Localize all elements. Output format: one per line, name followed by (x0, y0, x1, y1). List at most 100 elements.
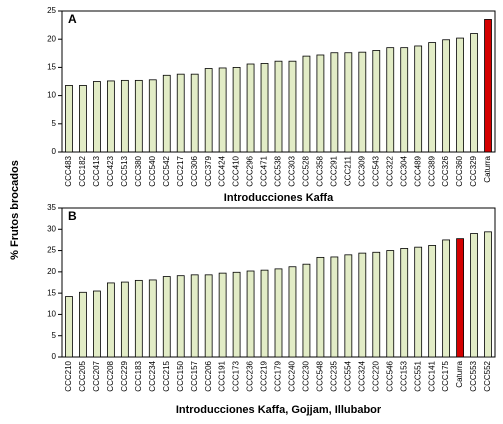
bar (442, 39, 451, 153)
x-tick-label: CCC206 (204, 360, 213, 391)
bar (204, 274, 213, 358)
bar (344, 52, 353, 153)
x-tick-label: CCC538 (274, 155, 283, 186)
x-tick-label: CCC208 (106, 360, 115, 391)
x-tick-label: CCC205 (78, 360, 87, 391)
bar (414, 45, 423, 153)
bar (65, 296, 73, 358)
y-tick-label: 5 (52, 119, 57, 128)
x-tick-label: CCC217 (176, 155, 185, 186)
bar (414, 246, 423, 358)
bar (148, 279, 157, 358)
bar (218, 67, 227, 153)
y-axis-title: % Frutos brocados (9, 160, 21, 260)
y-tick-label: 10 (47, 310, 56, 319)
bar (302, 263, 311, 358)
x-tick-label: CCC157 (190, 360, 199, 391)
bar (456, 37, 464, 153)
y-tick-label: 0 (52, 352, 57, 361)
x-tick-label: CCC540 (148, 155, 157, 186)
x-tick-label: CCC291 (329, 155, 338, 186)
x-tick-label: CCC324 (357, 360, 366, 391)
x-tick-label: CCC179 (274, 360, 283, 391)
x-tick-label: CCC219 (260, 360, 269, 391)
x-tick-label: CCC329 (469, 155, 478, 186)
bar (106, 282, 115, 358)
x-tick-label: CCC322 (385, 155, 394, 186)
bar (148, 79, 157, 153)
panel-label: A (68, 12, 77, 26)
bar (428, 245, 437, 358)
x-tick-label: CCC191 (218, 360, 227, 391)
x-tick-label: CCC183 (134, 360, 143, 391)
bar (484, 231, 492, 358)
x-tick-label: CCC326 (441, 155, 450, 186)
x-tick-label: CCC309 (357, 155, 366, 186)
x-tick-label: CCC554 (343, 360, 352, 391)
bar (79, 85, 87, 153)
x-tick-label: CCC240 (288, 360, 297, 391)
x-tick-label: CCC542 (162, 155, 171, 186)
x-tick-label: CCC551 (413, 360, 422, 391)
panel-label: B (68, 209, 77, 223)
x-tick-label: CCC150 (176, 360, 185, 391)
y-tick-label: 35 (47, 203, 56, 212)
bar (162, 74, 171, 153)
bar (232, 271, 241, 358)
x-tick-label: CCC236 (246, 360, 255, 391)
bar (190, 73, 199, 153)
x-tick-label: CCC413 (92, 155, 101, 186)
x-tick-label: CCC546 (385, 360, 394, 391)
x-tick-label: CCC423 (106, 155, 115, 186)
bar (204, 68, 213, 153)
x-tick-label: CCC304 (399, 155, 408, 186)
x-tick-label: CCC296 (246, 155, 255, 186)
bar (134, 79, 143, 153)
x-tick-label: CCC303 (288, 155, 297, 186)
bar (274, 60, 283, 153)
x-tick-label: CCC548 (316, 360, 325, 391)
x-tick-label: CCC234 (148, 360, 157, 391)
y-tick-label: 0 (52, 147, 57, 156)
x-tick-label: Caturra (455, 360, 464, 387)
x-axis-title: Introducciones Kaffa (224, 192, 334, 204)
bar (386, 250, 395, 358)
bar (232, 67, 241, 153)
x-tick-label: CCC483 (64, 155, 73, 186)
bar (260, 269, 269, 358)
bar (134, 279, 143, 358)
x-tick-label: CCC215 (162, 360, 171, 391)
y-tick-label: 20 (47, 267, 56, 276)
bar (190, 274, 199, 358)
bar (93, 290, 101, 358)
x-tick-label: CCC230 (302, 360, 311, 391)
bar (316, 256, 325, 358)
x-tick-label: CCC306 (190, 155, 199, 186)
x-tick-label: CCC513 (120, 155, 129, 186)
bar (330, 52, 339, 153)
bar (246, 63, 255, 153)
x-tick-label: CCC235 (329, 360, 338, 391)
x-tick-label: CCC182 (78, 155, 87, 186)
bar (79, 291, 87, 358)
bar (274, 268, 283, 358)
bar (176, 275, 185, 358)
x-tick-label: CCC173 (232, 360, 241, 391)
y-tick-label: 20 (47, 34, 56, 43)
x-tick-label: CCC553 (469, 360, 478, 391)
bar (65, 85, 73, 153)
bar (120, 281, 129, 358)
x-tick-label: CCC211 (343, 155, 352, 186)
bar (330, 256, 339, 358)
bar (162, 276, 171, 358)
y-tick-label: 30 (47, 224, 56, 233)
bar (400, 47, 409, 153)
bar (372, 251, 381, 358)
x-tick-label: CCC552 (483, 360, 492, 391)
x-tick-label: CCC175 (441, 360, 450, 391)
x-tick-label: CCC229 (120, 360, 129, 391)
bar (260, 63, 269, 153)
bar (470, 33, 478, 153)
bar (428, 42, 437, 153)
x-tick-label: Caturra (483, 155, 492, 182)
